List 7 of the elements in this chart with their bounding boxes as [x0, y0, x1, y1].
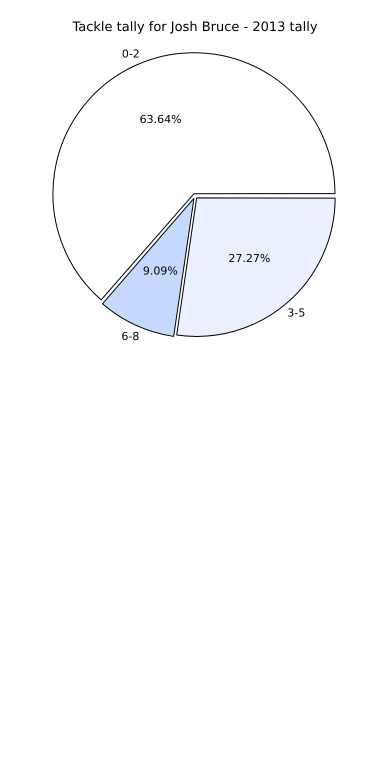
slice-label: 3-5 [287, 306, 306, 320]
data-label: 9.09% [142, 264, 178, 278]
chart-title: Tackle tally for Josh Bruce - 2013 tally [71, 20, 319, 35]
data-label: 63.64% [140, 113, 182, 126]
slice-label: 0-2 [122, 48, 140, 61]
slice-label: 6-8 [121, 330, 140, 343]
data-label: 27.27% [228, 252, 270, 265]
